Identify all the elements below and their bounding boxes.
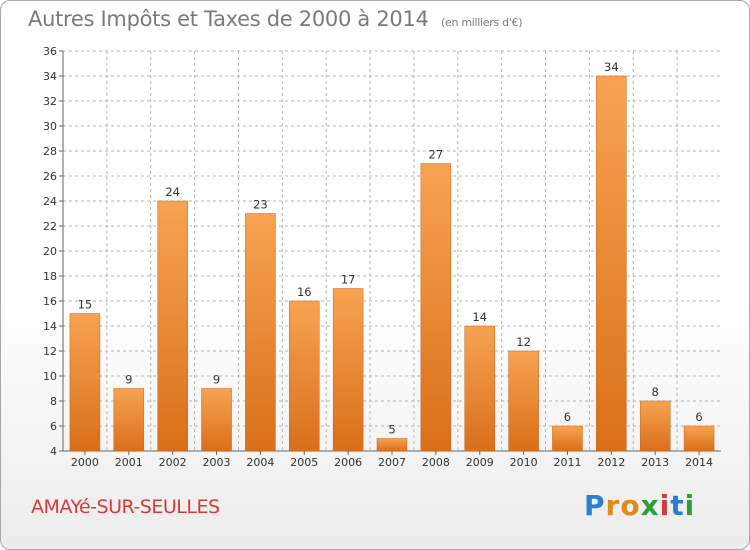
x-tick-label-2014: 2014 — [685, 456, 713, 469]
y-tick-label: 28 — [43, 145, 57, 158]
chart-unit: (en milliers d'€) — [441, 16, 523, 29]
data-label-2002: 24 — [165, 185, 180, 199]
x-tick-label-2010: 2010 — [510, 456, 538, 469]
y-tick-label: 20 — [43, 245, 57, 258]
y-tick-label: 36 — [43, 45, 57, 58]
data-label-2011: 6 — [564, 410, 571, 424]
bar-2003 — [201, 388, 232, 452]
x-tick-label-2005: 2005 — [290, 456, 318, 469]
logo-letter: P — [584, 489, 606, 522]
y-tick-label: 26 — [43, 170, 57, 183]
bar-2006 — [332, 288, 364, 452]
proxiti-logo[interactable]: Proxiti — [584, 489, 695, 522]
commune-name: AMAYé-SUR-SEULLES — [31, 496, 220, 518]
y-tick-label: 4 — [50, 445, 57, 458]
data-label-2007: 5 — [388, 423, 395, 437]
y-tick-label: 32 — [43, 95, 57, 108]
chart-title-text: Autres Impôts et Taxes de 2000 à 2014 — [28, 7, 429, 31]
y-tick-label: 8 — [50, 395, 57, 408]
bar-2000 — [69, 313, 101, 452]
logo-letter: i — [659, 489, 671, 522]
data-label-2005: 16 — [297, 285, 312, 299]
y-tick-label: 14 — [43, 320, 57, 333]
chart-title: Autres Impôts et Taxes de 2000 à 2014 (e… — [28, 7, 522, 31]
y-tick-label: 22 — [43, 220, 57, 233]
x-tick-label-2013: 2013 — [641, 456, 669, 469]
bar-2008 — [420, 163, 452, 452]
data-label-2014: 6 — [695, 410, 702, 424]
data-label-2003: 9 — [213, 373, 220, 387]
x-tick-label-2000: 2000 — [71, 456, 99, 469]
y-tick-label: 6 — [50, 420, 57, 433]
bar-2002 — [157, 200, 188, 452]
data-label-2012: 34 — [604, 60, 619, 74]
x-tick-label-2002: 2002 — [159, 456, 187, 469]
bar-2012 — [596, 75, 627, 452]
x-tick-label-2007: 2007 — [378, 456, 406, 469]
x-tick-label-2001: 2001 — [115, 456, 143, 469]
data-label-2006: 17 — [341, 273, 356, 287]
logo-letter: o — [620, 489, 641, 522]
y-tick-label: 12 — [43, 345, 57, 358]
bars — [69, 75, 715, 452]
data-label-2013: 8 — [652, 385, 659, 399]
x-tick-label-2003: 2003 — [203, 456, 231, 469]
x-tick-label-2009: 2009 — [466, 456, 494, 469]
x-tick-label-2012: 2012 — [597, 456, 625, 469]
labels: 4 6 8 10 12 14 16 18 20 22 24 26 28 30 32 34 36 15 2000 9 20… — [43, 45, 713, 469]
y-tick-label: 10 — [43, 370, 57, 383]
data-label-2004: 23 — [253, 198, 268, 212]
logo-letter: i — [684, 489, 696, 522]
bar-2004 — [245, 213, 276, 452]
bar-2014 — [683, 425, 715, 452]
y-tick-label: 16 — [43, 295, 57, 308]
data-label-2010: 12 — [516, 335, 531, 349]
bar-2011 — [552, 425, 583, 452]
y-tick-label: 34 — [43, 70, 57, 83]
bar-2005 — [289, 300, 320, 452]
x-tick-label-2008: 2008 — [422, 456, 450, 469]
bar-2009 — [464, 325, 495, 452]
x-tick-label-2006: 2006 — [334, 456, 362, 469]
y-tick-label: 30 — [43, 120, 57, 133]
x-tick-label-2011: 2011 — [553, 456, 581, 469]
bar-2013 — [639, 400, 671, 452]
y-tick-label: 18 — [43, 270, 57, 283]
data-label-2008: 27 — [429, 148, 444, 162]
data-label-2001: 9 — [125, 373, 132, 387]
bar-2007 — [376, 438, 408, 452]
data-label-2000: 15 — [78, 298, 93, 312]
logo-letter: r — [605, 489, 621, 522]
x-tick-label-2004: 2004 — [246, 456, 274, 469]
bar-2010 — [508, 350, 539, 452]
y-tick-label: 24 — [43, 195, 57, 208]
logo-letter: t — [670, 489, 685, 522]
logo-letter: x — [640, 489, 660, 522]
data-label-2009: 14 — [472, 310, 487, 324]
bar-2001 — [113, 388, 145, 452]
